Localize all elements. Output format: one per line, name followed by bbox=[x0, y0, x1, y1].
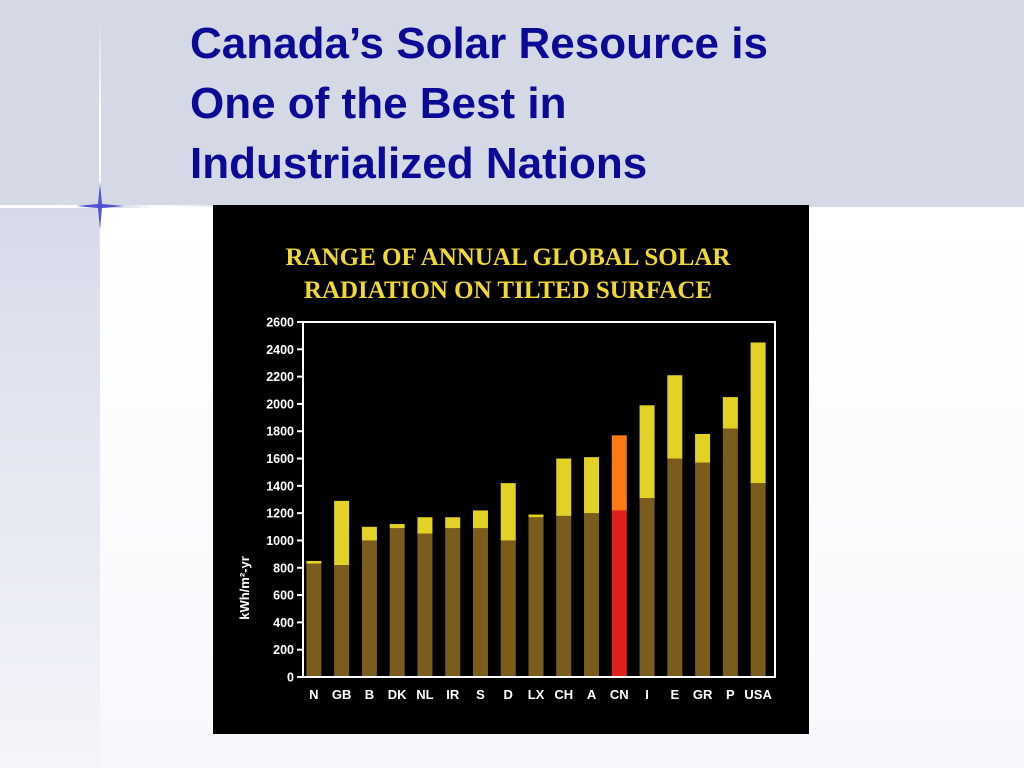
y-tick-label: 1200 bbox=[266, 507, 294, 521]
bar-base-n bbox=[306, 563, 322, 676]
y-tick-label: 2600 bbox=[266, 316, 294, 330]
x-tick-label-gb: GB bbox=[332, 687, 352, 702]
x-tick-label-n: N bbox=[309, 687, 318, 702]
y-tick-label: 2000 bbox=[266, 397, 294, 411]
bar-range-cn bbox=[611, 435, 627, 511]
bar-range-n bbox=[306, 560, 322, 564]
x-tick-label-a: A bbox=[587, 687, 597, 702]
x-tick-label-dk: DK bbox=[388, 687, 407, 702]
bar-range-a bbox=[584, 457, 600, 514]
chart-title-line-2: RADIATION ON TILTED SURFACE bbox=[304, 277, 712, 304]
bar-base-e bbox=[667, 458, 683, 676]
y-tick-label: 200 bbox=[273, 643, 294, 657]
bar-base-lx bbox=[528, 517, 544, 676]
bar-range-gb bbox=[334, 500, 350, 566]
plot-frame bbox=[302, 321, 776, 678]
x-tick-label-gr: GR bbox=[693, 687, 713, 702]
x-tick-label-d: D bbox=[504, 687, 513, 702]
x-tick-label-ch: CH bbox=[554, 687, 573, 702]
bar-base-a bbox=[584, 513, 600, 676]
bar-range-nl bbox=[417, 517, 433, 534]
sparkle-icon bbox=[76, 182, 124, 230]
x-tick-label-cn: CN bbox=[610, 687, 629, 702]
x-axis-labels: N GB B DK NL IR S D LX CH A CN I E GR P USA bbox=[309, 687, 772, 702]
y-tick-label: 800 bbox=[273, 561, 294, 575]
bar-range-e bbox=[667, 375, 683, 459]
x-tick-label-lx: LX bbox=[528, 687, 545, 702]
bar-base-s bbox=[472, 528, 488, 676]
y-tick-label: 1800 bbox=[266, 425, 294, 439]
bars bbox=[306, 342, 766, 676]
bar-range-lx bbox=[528, 514, 544, 518]
bar-base-dk bbox=[389, 528, 405, 676]
slide-title: Canada’s Solar Resource is One of the Be… bbox=[190, 19, 768, 188]
bar-range-d bbox=[500, 483, 516, 541]
solar-radiation-chart: RANGE OF ANNUAL GLOBAL SOLAR RADIATION O… bbox=[237, 244, 776, 702]
y-tick-label: 400 bbox=[273, 616, 294, 630]
y-tick-label: 1600 bbox=[266, 452, 294, 466]
bar-base-ir bbox=[445, 528, 461, 676]
x-tick-label-usa: USA bbox=[744, 687, 772, 702]
y-tick-label: 2200 bbox=[266, 370, 294, 384]
bar-base-nl bbox=[417, 533, 433, 676]
bar-base-cn bbox=[611, 510, 627, 676]
x-tick-label-ir: IR bbox=[446, 687, 460, 702]
y-tick-label: 2400 bbox=[266, 343, 294, 357]
x-tick-label-b: B bbox=[365, 687, 374, 702]
y-tick-label: 0 bbox=[287, 671, 294, 685]
bar-range-ir bbox=[445, 517, 461, 529]
bar-base-ch bbox=[556, 515, 572, 676]
x-tick-label-s: S bbox=[476, 687, 485, 702]
y-tick-label: 600 bbox=[273, 589, 294, 603]
bar-base-p bbox=[722, 428, 738, 676]
bar-range-usa bbox=[750, 342, 766, 484]
bar-range-gr bbox=[695, 433, 711, 463]
bar-base-gr bbox=[695, 462, 711, 676]
bar-base-usa bbox=[750, 483, 766, 676]
bar-range-ch bbox=[556, 458, 572, 516]
bar-base-b bbox=[361, 540, 377, 676]
bar-base-gb bbox=[334, 565, 350, 676]
chart-panel: RANGE OF ANNUAL GLOBAL SOLAR RADIATION O… bbox=[213, 205, 809, 734]
bar-base-d bbox=[500, 540, 516, 676]
bar-base-i bbox=[639, 498, 655, 676]
decor-vertical-line bbox=[99, 15, 101, 265]
y-axis-label: kWh/m²-yr bbox=[237, 556, 252, 620]
bar-range-s bbox=[472, 510, 488, 529]
bar-range-b bbox=[361, 526, 377, 541]
y-axis-ticks: 0 200 400 600 800 1000 1200 1400 1600 1800 2000 220… bbox=[266, 316, 303, 685]
title-band bbox=[0, 0, 1024, 207]
bar-range-dk bbox=[389, 524, 405, 529]
bar-range-p bbox=[722, 397, 738, 429]
decor-horizontal-line bbox=[0, 205, 260, 208]
chart-title-line-1: RANGE OF ANNUAL GLOBAL SOLAR bbox=[286, 244, 732, 271]
y-tick-label: 1000 bbox=[266, 534, 294, 548]
y-tick-label: 1400 bbox=[266, 479, 294, 493]
x-tick-label-nl: NL bbox=[416, 687, 433, 702]
x-tick-label-p: P bbox=[726, 687, 735, 702]
x-tick-label-i: I bbox=[645, 687, 649, 702]
x-tick-label-e: E bbox=[670, 687, 679, 702]
bar-range-i bbox=[639, 405, 655, 499]
